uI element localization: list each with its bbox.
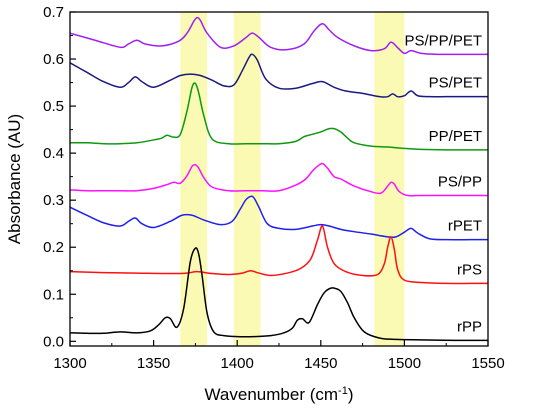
y-tick-labels: 0.0 0.1 0.2 0.3 0.4 0.5 0.6 0.7 — [43, 4, 64, 350]
series-lines — [69, 16, 489, 342]
y-tick-label: 0.1 — [43, 286, 64, 303]
series-label-ps-pp-pet: PS/PP/PET — [404, 32, 482, 49]
series-line-rpp — [69, 247, 489, 342]
x-tick-label: 1350 — [137, 355, 170, 372]
series-label-rpp: rPP — [457, 318, 482, 335]
y-tick-label: 0.6 — [43, 51, 64, 68]
y-tick-label: 0.2 — [43, 239, 64, 256]
series-line-ps-pp-pet — [69, 16, 488, 56]
x-tick-labels: 1300 1350 1400 1450 1500 1550 — [53, 355, 504, 372]
plot-frame — [69, 11, 489, 347]
x-axis-title: Wavenumber (cm-1) — [205, 385, 354, 404]
series-label-pp-pet: PP/PET — [429, 128, 482, 145]
y-tick-label: 0.5 — [43, 98, 64, 115]
series-line-rps — [69, 225, 488, 285]
series-label-ps-pp: PS/PP — [438, 173, 482, 190]
highlight-bands — [180, 12, 405, 346]
highlight-band-2 — [374, 12, 405, 346]
series-line-ps-pp — [69, 162, 488, 197]
series-labels: PS/PP/PET PS/PET PP/PET PS/PP rPET rPS rPP — [404, 32, 482, 335]
series-label-rps: rPS — [457, 261, 482, 278]
x-tick-label: 1550 — [471, 355, 504, 372]
y-tick-label: 0.4 — [43, 145, 64, 162]
axis-ticks — [69, 11, 489, 346]
x-tick-label: 1500 — [388, 355, 421, 372]
series-line-pp-pet — [69, 82, 488, 151]
y-tick-label: 0.0 — [43, 333, 64, 350]
y-axis-title: Absorbance (AU) — [5, 114, 24, 244]
y-tick-label: 0.3 — [43, 192, 64, 209]
series-line-ps-pet — [69, 53, 488, 98]
y-tick-label: 0.7 — [43, 4, 64, 21]
x-tick-label: 1450 — [304, 355, 337, 372]
highlight-band-1 — [233, 12, 261, 346]
series-line-rpet — [69, 195, 488, 241]
series-label-ps-pet: PS/PET — [429, 75, 482, 92]
x-tick-label: 1300 — [53, 355, 86, 372]
x-tick-label: 1400 — [221, 355, 254, 372]
series-label-rpet: rPET — [448, 218, 482, 235]
